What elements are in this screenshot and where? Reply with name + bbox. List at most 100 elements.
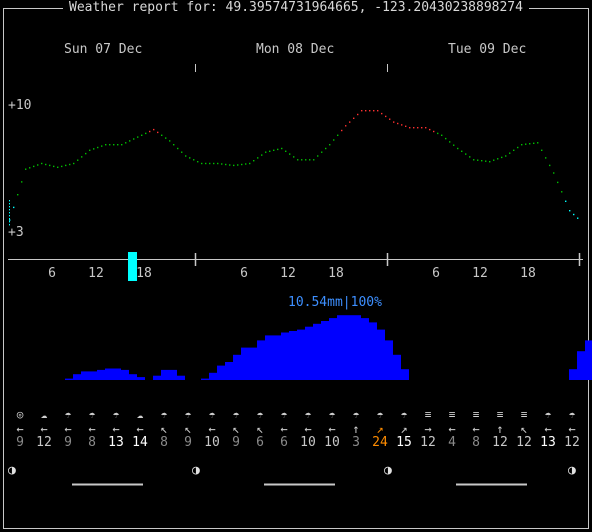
temp-point — [57, 166, 59, 168]
rain-icon: ☂ — [304, 408, 312, 421]
rain-icon: ☂ — [112, 408, 120, 421]
temp-point — [489, 161, 491, 163]
rain-icon: ☂ — [376, 408, 384, 421]
precip-bar — [153, 375, 161, 380]
precip-bar — [377, 329, 385, 380]
temp-point — [77, 159, 79, 161]
precip-bar — [281, 332, 289, 380]
hour-tick-label: 18 — [136, 266, 152, 281]
temp-point — [569, 210, 571, 212]
temp-point — [9, 221, 10, 223]
temp-point — [61, 165, 63, 168]
precip-bar — [329, 318, 337, 380]
temp-point — [193, 159, 195, 161]
temp-point — [529, 143, 531, 145]
temp-point — [185, 155, 187, 157]
rain-icon: ☂ — [208, 408, 216, 421]
temp-point — [509, 152, 511, 154]
temp-point — [29, 167, 31, 169]
wind-direction-arrow: ← — [88, 422, 96, 436]
precip-bar — [313, 323, 321, 380]
temp-point — [9, 209, 10, 211]
wind-speed: 9 — [64, 435, 72, 450]
temp-point — [161, 134, 163, 136]
precip-bar — [257, 340, 265, 380]
wind-speed: 15 — [396, 435, 412, 450]
wind-direction-arrow: ↖ — [520, 422, 528, 436]
temp-point — [257, 157, 259, 159]
precip-bar — [569, 369, 577, 380]
temp-point — [309, 159, 311, 161]
temp-point — [437, 132, 439, 135]
temp-point — [377, 110, 379, 112]
precip-bar — [97, 369, 105, 380]
temp-point — [341, 129, 343, 132]
temp-point — [561, 191, 563, 193]
temp-point — [533, 142, 535, 144]
temp-point — [101, 145, 103, 147]
temp-point — [177, 147, 179, 150]
temp-point — [213, 162, 215, 165]
window-title: Weather report for: 49.39574731964665, -… — [0, 0, 592, 15]
temp-point — [261, 154, 263, 156]
temp-point — [117, 144, 119, 146]
precip-bar — [137, 377, 145, 380]
precip-bar — [89, 371, 97, 380]
rain-icon: ☂ — [352, 408, 360, 421]
temp-point — [329, 144, 331, 146]
temp-point — [333, 139, 335, 141]
rain-icon: ☂ — [232, 408, 240, 421]
temp-point — [277, 148, 279, 151]
wind-direction-arrow: ← — [568, 422, 576, 436]
wind-speed: 4 — [448, 435, 456, 450]
wind-direction-arrow: ↑ — [496, 422, 504, 436]
precip-bar — [577, 351, 585, 380]
temp-point — [321, 151, 323, 153]
precip-bar — [121, 369, 129, 380]
wind-speed: 13 — [540, 435, 556, 450]
rain-icon: ☂ — [88, 408, 96, 421]
fog-icon: ≡ — [520, 408, 528, 421]
rain-icon: ☂ — [400, 408, 408, 421]
precip-bar — [273, 335, 281, 380]
precip-bar — [249, 347, 257, 380]
precip-bar — [129, 374, 137, 380]
precip-bar — [297, 329, 305, 380]
hour-tick-label: 18 — [520, 266, 536, 281]
precip-bar — [209, 372, 217, 380]
wind-direction-arrow: ← — [208, 422, 216, 436]
hour-tick-label: 6 — [432, 266, 440, 281]
temp-point — [69, 163, 71, 166]
wind-direction-arrow: ↖ — [232, 422, 240, 436]
wind-direction-arrow: ← — [472, 422, 480, 436]
temp-point — [9, 219, 11, 221]
temp-point — [417, 127, 419, 129]
precip-bar — [369, 322, 377, 380]
temp-point — [153, 128, 155, 131]
temp-point — [485, 160, 487, 162]
temp-point — [401, 124, 403, 126]
wind-speed: 13 — [108, 435, 124, 450]
wind-speed: 8 — [160, 435, 168, 450]
day-label-tue: Tue 09 Dec — [448, 42, 527, 57]
temp-point — [169, 140, 171, 142]
temp-point — [557, 181, 559, 184]
temp-point — [181, 151, 183, 153]
temp-point — [205, 162, 207, 165]
precip-bar — [241, 347, 249, 380]
rain-icon: ☂ — [280, 408, 288, 421]
day-label-sun: Sun 07 Dec — [64, 42, 143, 57]
temp-point — [353, 117, 355, 119]
precip-bar — [225, 362, 233, 380]
precip-bar — [169, 369, 177, 380]
temp-point — [473, 159, 475, 161]
hour-tick-label: 12 — [472, 266, 488, 281]
temp-point — [45, 163, 47, 166]
wind-speed: 9 — [184, 435, 192, 450]
temp-point — [393, 121, 395, 123]
temp-point — [9, 218, 10, 220]
temp-point — [413, 127, 415, 129]
temp-point — [337, 134, 339, 136]
temp-point — [9, 203, 10, 205]
